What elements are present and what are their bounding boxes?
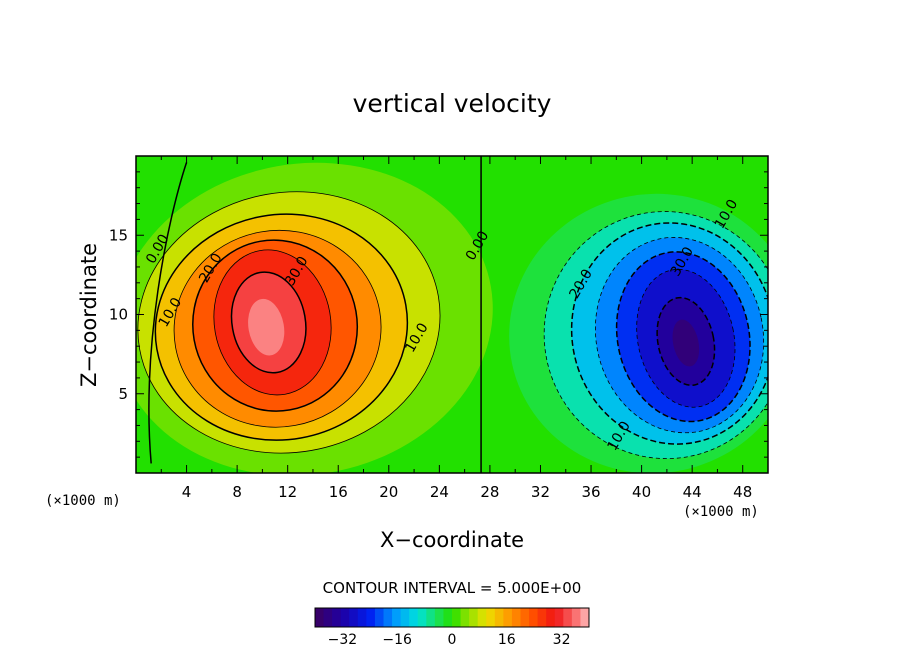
colorbar-cell-29: [563, 608, 573, 627]
colorbar-cell-1: [323, 608, 333, 627]
colorbar-cell-18: [469, 608, 479, 627]
colorbar-cell-4: [349, 608, 359, 627]
colorbar-cell-3: [340, 608, 350, 627]
x-tick-label-3: 16: [329, 483, 348, 501]
colorbar-cell-23: [511, 608, 521, 627]
x-tick-label-11: 48: [733, 483, 752, 501]
chart-title: vertical velocity: [353, 89, 552, 118]
colorbar-cell-28: [554, 608, 564, 627]
x-left-unit: (×1000 m): [45, 493, 121, 509]
colorbar-cell-6: [366, 608, 376, 627]
colorbar-cell-30: [571, 608, 581, 627]
contour-line-2: [173, 229, 382, 428]
z-axis-label: Z−coordinate: [77, 243, 101, 387]
z-axis-ticks: 5 10 15: [109, 171, 768, 458]
contour-line-0: [137, 191, 441, 454]
colorbar-cell-27: [546, 608, 556, 627]
colorbar-cell-2: [332, 608, 342, 627]
colorbar-cell-24: [520, 608, 530, 627]
colorbar-tick-label-2: 0: [448, 632, 457, 648]
z-tick-label-2: 15: [109, 226, 128, 244]
updraft-band-7: [248, 298, 285, 356]
contour-line-9: [615, 251, 751, 423]
colorbar-cell-21: [494, 608, 504, 627]
colorbar: [315, 608, 590, 627]
colorbar-cell-9: [392, 608, 402, 627]
colorbar-cell-12: [417, 608, 427, 627]
colorbar-cell-8: [383, 608, 393, 627]
downdraft-band-7: [672, 319, 700, 367]
colorbar-cell-13: [426, 608, 436, 627]
x-tick-label-8: 36: [581, 483, 600, 501]
x-tick-label-2: 12: [278, 483, 297, 501]
x-tick-label-4: 20: [379, 483, 398, 501]
contour-line-10: [636, 268, 736, 408]
colorbar-tick-label-3: 16: [498, 632, 516, 648]
contour-line-11: [656, 296, 716, 386]
colorbar-cell-16: [452, 608, 462, 627]
contour-line-6: [543, 211, 768, 460]
contour-lines: [137, 156, 768, 473]
colorbar-tick-label-4: 32: [553, 632, 571, 648]
contour-interval-text: CONTOUR INTERVAL = 5.000E+00: [323, 579, 582, 597]
contour-fills: [136, 162, 768, 473]
colorbar-cell-14: [434, 608, 444, 627]
x-right-unit: (×1000 m): [683, 504, 759, 520]
x-tick-label-10: 44: [683, 483, 702, 501]
x-axis-label: X−coordinate: [380, 528, 524, 552]
z-tick-label-0: 5: [118, 385, 128, 403]
contour-line-8: [595, 237, 765, 434]
colorbar-cell-15: [443, 608, 453, 627]
colorbar-cell-17: [460, 608, 470, 627]
z-tick-label-1: 10: [109, 306, 128, 324]
colorbar-cell-20: [486, 608, 496, 627]
contour-line-1: [154, 213, 409, 441]
colorbar-cell-7: [374, 608, 384, 627]
colorbar-ticks: −32 −16 0 16 32: [328, 632, 571, 648]
contour-line-3: [192, 239, 359, 412]
colorbar-frame: [314, 607, 590, 628]
x-tick-label-6: 28: [480, 483, 499, 501]
colorbar-cell-31: [580, 608, 590, 627]
x-tick-label-1: 8: [232, 483, 242, 501]
colorbar-cell-10: [400, 608, 410, 627]
contour-line-4: [213, 249, 332, 396]
x-tick-label-0: 4: [182, 483, 192, 501]
contour-line-7: [570, 222, 768, 445]
colorbar-cell-5: [357, 608, 367, 627]
colorbar-tick-label-0: −32: [328, 632, 358, 648]
x-tick-label-7: 32: [531, 483, 550, 501]
colorbar-tick-label-1: −16: [382, 632, 412, 648]
x-tick-label-9: 40: [632, 483, 651, 501]
colorbar-cell-11: [409, 608, 419, 627]
contour-line-5: [230, 271, 307, 374]
colorbar-cell-22: [503, 608, 513, 627]
colorbar-cell-25: [529, 608, 539, 627]
zero-contour-left: [148, 162, 188, 464]
colorbar-cell-19: [477, 608, 487, 627]
colorbar-cell-26: [537, 608, 547, 627]
x-tick-label-5: 24: [430, 483, 449, 501]
colorbar-cell-0: [315, 608, 325, 627]
x-axis-ticks: 4 8 12 16 20 24 28 32 36 40 44 48: [160, 156, 752, 501]
